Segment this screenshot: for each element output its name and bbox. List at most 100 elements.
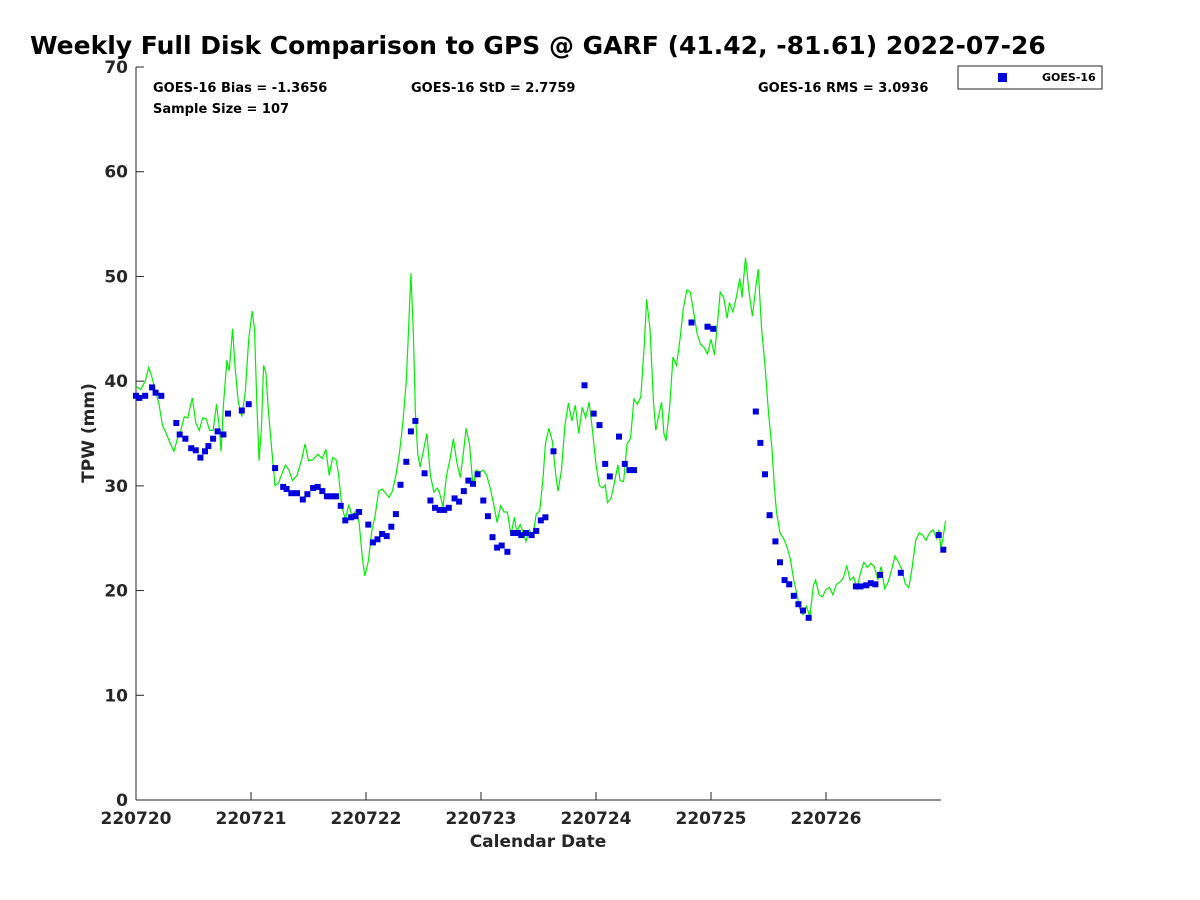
- goes16-point: [280, 483, 287, 490]
- goes16-point: [412, 417, 419, 424]
- goes16-point: [436, 506, 443, 513]
- y-tick-label: 40: [104, 372, 128, 392]
- goes16-point: [533, 527, 540, 534]
- goes16-point: [441, 506, 448, 513]
- goes16-point: [192, 447, 199, 454]
- goes16-point: [626, 467, 633, 474]
- goes16-point: [288, 490, 295, 497]
- goes16-point: [369, 539, 376, 546]
- goes16-point: [863, 582, 870, 589]
- y-tick-label: 30: [104, 477, 128, 497]
- goes16-point: [197, 454, 204, 461]
- goes16-point: [504, 548, 511, 555]
- goes16-point: [432, 504, 438, 511]
- goes16-point: [205, 443, 212, 450]
- goes16-point: [494, 544, 501, 551]
- y-axis-label: TPW (mm): [79, 383, 99, 483]
- goes16-point: [383, 533, 390, 540]
- goes16-point: [897, 569, 904, 576]
- goes16-point: [772, 538, 779, 545]
- y-axis: 0 10 20 30 40 50 60 70: [104, 58, 144, 811]
- goes16-point: [352, 513, 359, 520]
- goes16-point: [766, 512, 773, 519]
- legend-marker-goes16: [998, 73, 1007, 82]
- x-tick-label: 220721: [216, 809, 287, 829]
- goes16-point: [762, 471, 768, 478]
- goes16-point: [142, 392, 149, 399]
- legend: GOES-16: [957, 65, 1103, 90]
- stat-bias: GOES-16 Bias = -1.3656: [153, 81, 327, 96]
- goes16-point: [710, 325, 717, 332]
- goes16-point: [790, 592, 797, 599]
- goes16-point: [445, 504, 452, 511]
- goes16-point: [397, 481, 404, 488]
- goes16-point: [407, 428, 414, 435]
- goes16-point: [456, 498, 463, 505]
- goes16-point: [323, 493, 330, 500]
- goes16-point: [310, 485, 317, 491]
- goes16-point: [220, 431, 227, 438]
- goes16-point: [374, 536, 381, 543]
- goes16-point: [631, 467, 637, 474]
- stat-rms: GOES-16 RMS = 3.0936: [758, 81, 928, 96]
- goes16-point: [800, 607, 806, 614]
- goes16-point: [214, 428, 221, 435]
- goes16-point: [173, 420, 180, 426]
- goes16-point: [465, 477, 472, 484]
- y-tick-label: 50: [104, 267, 128, 287]
- goes16-point: [460, 488, 467, 495]
- x-tick-label: 220724: [561, 809, 632, 829]
- goes16-point: [688, 319, 695, 326]
- goes16-point: [596, 422, 603, 429]
- goes16-point: [314, 483, 321, 490]
- goes16-point: [518, 532, 525, 539]
- goes16-point: [867, 580, 874, 587]
- y-tick-label: 20: [104, 582, 128, 602]
- goes16-point: [202, 448, 208, 455]
- goes16-point: [421, 470, 428, 477]
- goes16-point: [877, 571, 883, 578]
- goes16-point: [752, 408, 759, 415]
- goes16-point: [299, 496, 306, 503]
- goes16-point: [602, 460, 609, 467]
- goes16-point: [427, 497, 434, 504]
- plot-area: 0 10 20 30 40 50 60 70 220720 220721 220722 220723…: [101, 58, 947, 829]
- goes16-point: [470, 480, 476, 487]
- goes16-point: [319, 488, 326, 495]
- goes16-point: [940, 546, 947, 553]
- goes16-point: [805, 614, 812, 621]
- x-axis-label: Calendar Date: [470, 832, 607, 852]
- goes16-point: [498, 542, 505, 549]
- goes16-point: [210, 435, 217, 442]
- goes16-point: [225, 410, 231, 417]
- y-tick-label: 60: [104, 163, 128, 183]
- goes16-point: [365, 521, 372, 528]
- stat-sample-size: Sample Size = 107: [153, 102, 289, 117]
- goes16-point: [550, 448, 557, 455]
- goes16-point: [342, 517, 349, 524]
- goes16-point: [133, 392, 139, 399]
- goes16-point: [188, 445, 195, 452]
- goes16-point: [356, 509, 363, 515]
- goes16-point: [304, 491, 311, 498]
- y-tick-label: 0: [116, 791, 128, 811]
- goes16-point: [272, 465, 279, 472]
- goes16-point: [852, 583, 859, 590]
- chart-title: Weekly Full Disk Comparison to GPS @ GAR…: [30, 31, 1046, 60]
- goes16-point: [786, 581, 793, 588]
- goes16-point: [245, 401, 252, 408]
- x-tick-label: 220726: [791, 809, 862, 829]
- goes16-point: [283, 486, 290, 492]
- stat-std: GOES-16 StD = 2.7759: [411, 81, 575, 96]
- goes16-point: [337, 502, 344, 509]
- goes16-point: [606, 473, 613, 480]
- goes16-point: [528, 532, 535, 539]
- goes16-point: [136, 394, 143, 401]
- goes16-point: [581, 382, 588, 389]
- x-tick-label: 220722: [331, 809, 402, 829]
- goes16-point: [542, 514, 549, 521]
- goes16-point: [238, 407, 245, 414]
- goes16-point: [777, 559, 783, 566]
- legend-box: [957, 65, 1103, 90]
- goes16-point: [392, 511, 399, 518]
